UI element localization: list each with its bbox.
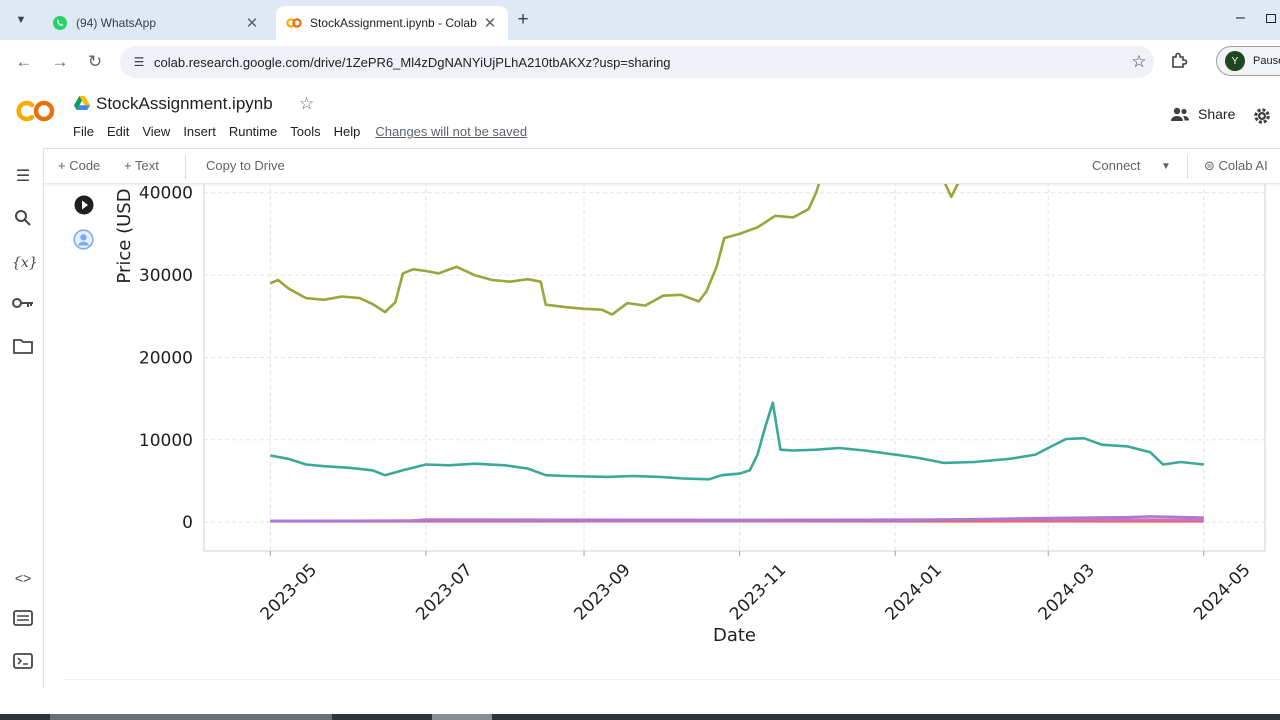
maximize-window-icon[interactable] bbox=[1266, 10, 1280, 26]
whatsapp-icon bbox=[53, 16, 67, 30]
colab-ai-button[interactable]: ⊜ Colab AI bbox=[1204, 158, 1268, 174]
address-bar[interactable]: ☰ colab.research.google.com/drive/1ZePR6… bbox=[120, 46, 1154, 78]
url-text[interactable]: colab.research.google.com/drive/1ZePR6_M… bbox=[154, 54, 671, 70]
colab-favicon-icon bbox=[286, 18, 302, 28]
menu-view[interactable]: View bbox=[142, 124, 171, 139]
terminal-icon[interactable] bbox=[12, 653, 34, 675]
menu-help[interactable]: Help bbox=[333, 124, 361, 139]
tab-title: StockAssignment.ipynb - Colab bbox=[310, 16, 477, 30]
table-of-contents-icon[interactable]: ☰ bbox=[15, 168, 31, 185]
search-icon[interactable] bbox=[12, 209, 34, 231]
browser-tab-bar: ▼ (94) WhatsApp ✕ StockAssignment.ipynb … bbox=[0, 0, 1280, 40]
menu-insert[interactable]: Insert bbox=[183, 124, 216, 139]
tab-colab[interactable]: StockAssignment.ipynb - Colab ✕ bbox=[276, 6, 508, 40]
progress-segment bbox=[432, 714, 492, 720]
command-palette-icon[interactable] bbox=[12, 610, 34, 632]
tab-whatsapp[interactable]: (94) WhatsApp ✕ bbox=[42, 6, 270, 40]
plot-area-frame bbox=[203, 184, 1266, 552]
files-folder-icon[interactable] bbox=[12, 338, 34, 360]
x-tick-label: 2024-03 bbox=[1035, 560, 1099, 624]
copy-to-drive-button[interactable]: Copy to Drive bbox=[206, 158, 285, 173]
tab-close-icon[interactable]: ✕ bbox=[245, 15, 259, 32]
minimize-window-icon[interactable]: – bbox=[1236, 9, 1245, 26]
series-lines bbox=[269, 184, 1204, 523]
x-tick-label: 2023-09 bbox=[570, 560, 634, 624]
x-axis-ticks: 2023-05 2023-07 2023-09 2023-11 2024-01 2024-… bbox=[257, 551, 1255, 625]
x-axis-label: Date bbox=[713, 625, 756, 646]
menu-edit[interactable]: Edit bbox=[106, 124, 130, 139]
colab-ai-label: Colab AI bbox=[1218, 158, 1268, 173]
add-text-button[interactable]: + Text bbox=[124, 158, 159, 173]
variables-icon[interactable]: {x} bbox=[12, 255, 38, 271]
toolbar-divider bbox=[1187, 155, 1188, 179]
y-tick-label: 0 bbox=[182, 513, 193, 533]
progress-segment bbox=[50, 714, 332, 720]
new-tab-plus-icon[interactable]: + bbox=[517, 9, 529, 30]
y-tick-label: 40000 bbox=[139, 184, 193, 204]
profile-label: Pause bbox=[1253, 55, 1280, 67]
forward-arrow-icon[interactable]: → bbox=[51, 52, 69, 71]
bookmark-star-icon[interactable]: ☆ bbox=[1131, 52, 1147, 71]
x-tick-label: 2023-05 bbox=[257, 560, 321, 624]
share-label: Share bbox=[1198, 106, 1236, 122]
left-sidebar: ☰ {x} <> bbox=[0, 148, 44, 688]
extensions-puzzle-icon[interactable] bbox=[1168, 50, 1190, 72]
series-line bbox=[270, 401, 1204, 481]
site-settings-icon[interactable]: ☰ bbox=[133, 55, 145, 69]
series-line bbox=[269, 184, 960, 316]
cell-output-chart: 0 10000 20000 30000 40000 2023-05 2023-07 2023… bbox=[100, 184, 1280, 680]
tab-search-chevron-icon[interactable]: ▼ bbox=[15, 14, 27, 26]
notebook-title[interactable]: StockAssignment.ipynb bbox=[96, 94, 273, 113]
unsaved-changes-link[interactable]: Changes will not be saved bbox=[375, 124, 528, 139]
y-axis-label: Price (USD bbox=[114, 188, 135, 283]
output-divider bbox=[64, 679, 1280, 680]
menu-tools[interactable]: Tools bbox=[290, 124, 321, 139]
chart-grid bbox=[204, 184, 1265, 551]
secrets-key-icon[interactable] bbox=[12, 295, 34, 317]
y-tick-label: 10000 bbox=[139, 431, 193, 451]
code-snippets-icon[interactable]: <> bbox=[14, 570, 32, 586]
browser-toolbar: ← → ↻ ☰ colab.research.google.com/drive/… bbox=[0, 40, 1280, 84]
series-line bbox=[270, 515, 1204, 523]
tab-title: (94) WhatsApp bbox=[76, 16, 157, 30]
reload-icon[interactable]: ↻ bbox=[87, 52, 103, 71]
colab-ai-icon: ⊜ bbox=[1204, 158, 1215, 173]
settings-gear-icon[interactable] bbox=[1252, 106, 1272, 126]
menu-file[interactable]: File bbox=[73, 124, 94, 139]
y-tick-label: 30000 bbox=[139, 266, 193, 286]
x-tick-label: 2024-05 bbox=[1190, 560, 1254, 624]
run-cell-play-icon[interactable] bbox=[74, 195, 94, 215]
add-code-button[interactable]: + Code bbox=[58, 158, 101, 173]
y-axis-ticks: 0 10000 20000 30000 40000 bbox=[139, 184, 193, 533]
google-drive-icon[interactable] bbox=[74, 96, 90, 110]
avatar: Y bbox=[1225, 51, 1245, 71]
menu-runtime[interactable]: Runtime bbox=[228, 124, 278, 139]
video-progress-strip bbox=[0, 714, 1280, 720]
x-tick-label: 2024-01 bbox=[882, 560, 946, 624]
cell-toolbar: + Code + Text Copy to Drive Connect ▼ ⊜ … bbox=[44, 148, 1280, 184]
menu-bar: File Edit View Insert Runtime Tools Help… bbox=[73, 124, 540, 139]
x-tick-label: 2023-07 bbox=[412, 560, 476, 624]
share-button[interactable]: Share bbox=[1170, 106, 1235, 122]
toolbar-divider bbox=[185, 155, 186, 179]
connect-dropdown-chevron-down-icon[interactable]: ▼ bbox=[1161, 161, 1171, 172]
user-avatar-icon[interactable] bbox=[73, 229, 94, 250]
colab-logo-icon[interactable] bbox=[14, 96, 60, 126]
x-tick-label: 2023-11 bbox=[726, 560, 790, 624]
tab-close-icon[interactable]: ✕ bbox=[483, 15, 497, 32]
connect-button[interactable]: Connect bbox=[1092, 158, 1141, 173]
people-icon bbox=[1171, 107, 1189, 121]
y-tick-label: 20000 bbox=[139, 348, 193, 368]
colab-header: StockAssignment.ipynb ☆ File Edit View I… bbox=[0, 84, 1280, 148]
profile-button[interactable]: Y Pause bbox=[1216, 46, 1280, 76]
star-notebook-icon[interactable]: ☆ bbox=[299, 94, 315, 113]
back-arrow-icon[interactable]: ← bbox=[15, 52, 33, 71]
